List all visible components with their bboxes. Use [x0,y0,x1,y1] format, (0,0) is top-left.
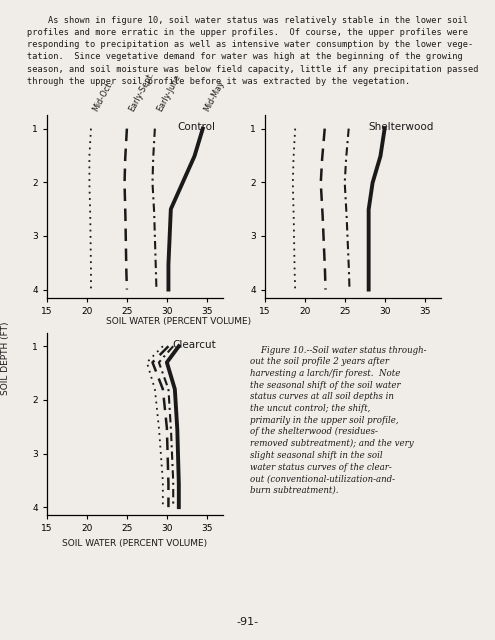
Text: Clearcut: Clearcut [172,340,216,350]
X-axis label: SOIL WATER (PERCENT VOLUME): SOIL WATER (PERCENT VOLUME) [62,539,207,548]
Text: Mid-May: Mid-May [203,79,227,113]
Text: Early-Sept.: Early-Sept. [127,70,155,113]
Text: -91-: -91- [237,617,258,627]
Text: Control: Control [178,122,216,132]
Text: Early-June: Early-June [155,73,182,113]
Text: SOIL WATER (PERCENT VOLUME): SOIL WATER (PERCENT VOLUME) [105,317,251,326]
Text: As shown in figure 10, soil water status was relatively stable in the lower soil: As shown in figure 10, soil water status… [27,16,479,86]
Text: Mid-Oct.: Mid-Oct. [91,79,115,113]
Text: Shelterwood: Shelterwood [368,122,434,132]
Text: SOIL DEPTH (FT): SOIL DEPTH (FT) [1,322,10,395]
Text: Figure 10.--Soil water status through-
out the soil profile 2 years after
harves: Figure 10.--Soil water status through- o… [250,346,427,495]
